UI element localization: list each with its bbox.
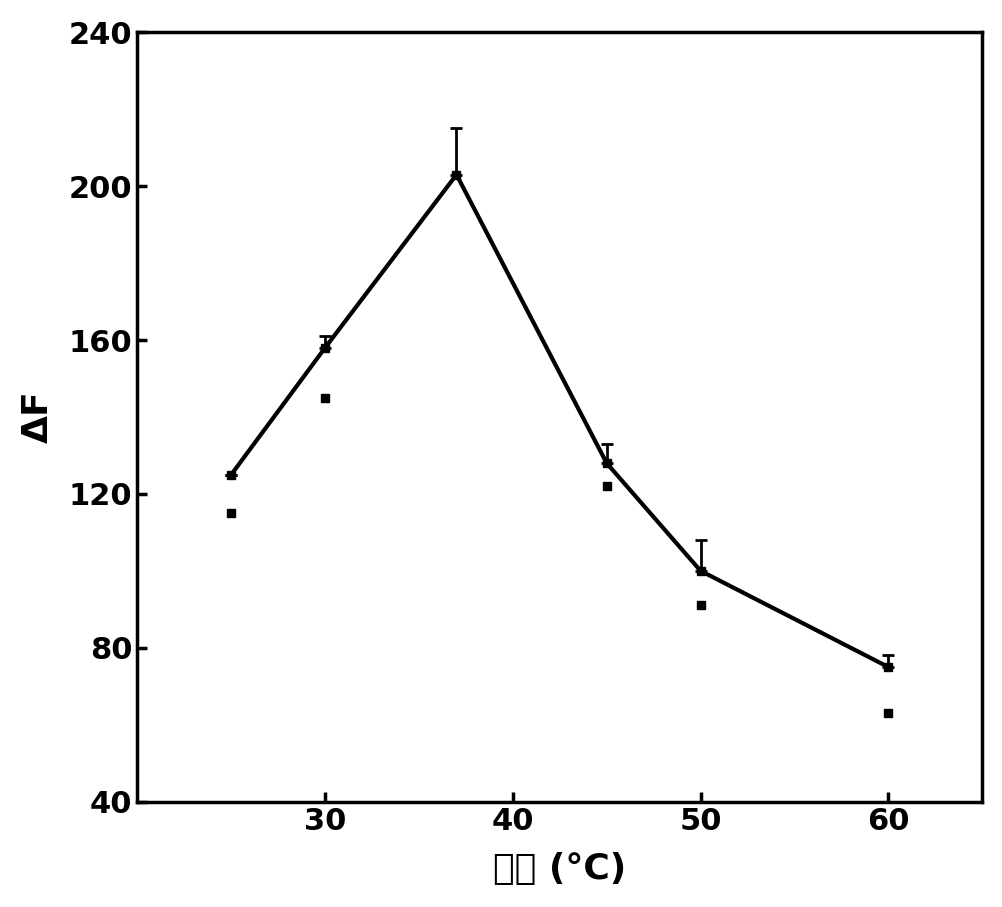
X-axis label: 温度 (°C): 温度 (°C): [493, 853, 626, 886]
Y-axis label: ΔF: ΔF: [21, 391, 55, 444]
